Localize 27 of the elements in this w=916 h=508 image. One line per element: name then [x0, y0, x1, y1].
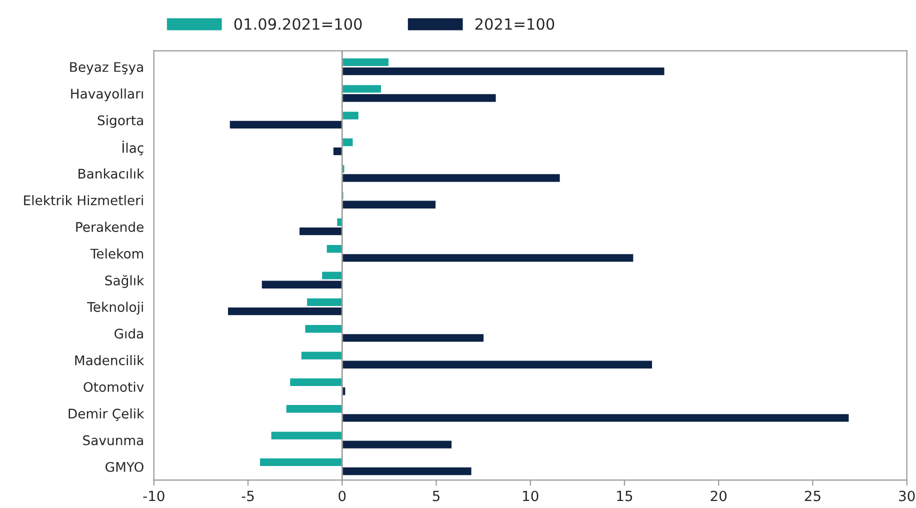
y-tick-label: İlaç: [122, 140, 144, 156]
y-tick-label: Bankacılık: [78, 168, 144, 179]
y-tick-label: Beyaz Eşya: [70, 62, 143, 75]
x-tick-label: 25: [804, 490, 820, 502]
y-tick-label: Gıda: [114, 328, 143, 339]
x-tick-label: -10: [143, 490, 164, 502]
x-tick-label: 0: [338, 490, 346, 502]
y-tick-label: Perakende: [76, 222, 144, 232]
x-tick-label: 15: [617, 490, 632, 502]
x-tick-label: -5: [242, 490, 254, 502]
x-tick-label: 10: [523, 490, 538, 502]
y-tick-label: GMYO: [106, 462, 144, 472]
y-tick-label: Savunma: [83, 435, 143, 446]
y-tick-label: Elektrik Hizmetleri: [24, 195, 143, 206]
legend-label: 01.09.2021=100: [234, 18, 362, 30]
y-tick-label: Havayolları: [71, 88, 143, 102]
x-tick-label: 5: [432, 490, 440, 502]
y-tick-label: Teknoloji: [87, 302, 143, 315]
y-tick-label: Telekom: [90, 248, 144, 259]
y-tick-label: Demir Çelik: [68, 408, 144, 421]
x-tick-label: 30: [899, 490, 915, 502]
legend-label: 2021=100: [475, 18, 554, 30]
y-tick-label: Sigorta: [98, 115, 143, 128]
y-tick-label: Sağlık: [105, 274, 144, 288]
x-tick-label: 20: [710, 490, 727, 502]
y-tick-label: Madencilik: [75, 355, 144, 366]
y-tick-label: Otomotiv: [84, 382, 144, 392]
